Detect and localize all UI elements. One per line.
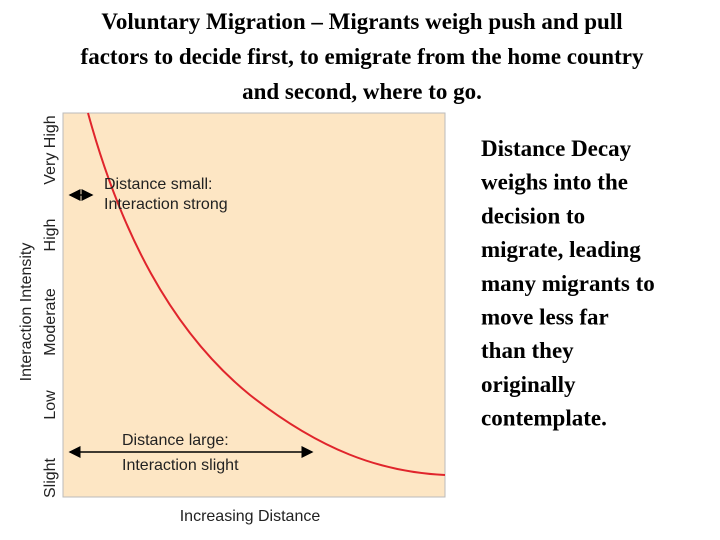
title-line: factors to decide first, to emigrate fro… xyxy=(81,44,644,69)
level-label: Very High xyxy=(42,115,59,184)
body-line: move less far xyxy=(481,305,609,330)
level-label: Moderate xyxy=(42,288,59,356)
body-text: Distance Decay weighs into the decision to… xyxy=(481,136,655,431)
annotation: Distance large: xyxy=(122,432,229,449)
level-label: High xyxy=(42,219,59,252)
body-line: originally xyxy=(481,372,576,397)
chart-panel xyxy=(62,112,446,498)
level-label: Low xyxy=(42,390,59,420)
title-line: Voluntary Migration – Migrants weigh pus… xyxy=(101,9,622,34)
body-line: weighs into the xyxy=(481,170,628,195)
x-axis-label: Increasing Distance xyxy=(180,508,321,525)
annotation: Interaction slight xyxy=(122,457,239,474)
decay-curve xyxy=(87,112,446,476)
title: Voluntary Migration – Migrants weigh pus… xyxy=(81,9,644,104)
body-line: contemplate. xyxy=(481,406,607,431)
levels: Very High High Moderate Low Slight xyxy=(42,115,59,498)
level-label: Slight xyxy=(42,457,59,498)
y-axis-label: Interaction Intensity xyxy=(18,243,35,382)
annotation: Distance small: xyxy=(104,176,212,193)
annotation: Interaction strong xyxy=(104,196,228,213)
body-line: than they xyxy=(481,338,574,363)
body-line: migrate, leading xyxy=(481,237,641,262)
body-line: many migrants to xyxy=(481,271,655,296)
body-line: decision to xyxy=(481,203,585,228)
body-line: Distance Decay xyxy=(481,136,632,161)
title-line: and second, where to go. xyxy=(242,79,482,104)
